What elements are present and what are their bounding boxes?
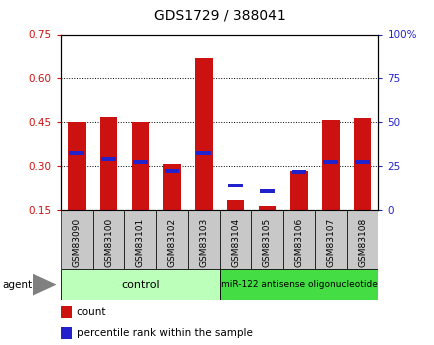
Bar xyxy=(196,151,211,155)
Text: GSM83106: GSM83106 xyxy=(294,217,303,267)
Bar xyxy=(61,210,92,269)
Bar xyxy=(219,269,378,300)
Bar xyxy=(69,151,84,155)
Text: percentile rank within the sample: percentile rank within the sample xyxy=(77,328,252,338)
Text: GSM83104: GSM83104 xyxy=(230,217,240,267)
Bar xyxy=(219,210,251,269)
Text: agent: agent xyxy=(2,280,32,289)
Text: GSM83101: GSM83101 xyxy=(135,217,145,267)
Bar xyxy=(354,160,369,164)
Bar xyxy=(346,210,378,269)
Bar xyxy=(353,118,371,210)
Bar xyxy=(61,269,219,300)
Text: count: count xyxy=(77,307,106,317)
Text: GSM83090: GSM83090 xyxy=(72,217,81,267)
Bar xyxy=(251,210,283,269)
Bar xyxy=(283,210,314,269)
Text: miR-122 antisense oligonucleotide: miR-122 antisense oligonucleotide xyxy=(220,280,377,289)
Bar xyxy=(124,210,156,269)
Text: GDS1729 / 388041: GDS1729 / 388041 xyxy=(154,8,285,22)
Text: GSM83102: GSM83102 xyxy=(167,217,176,267)
Bar xyxy=(194,58,212,210)
Bar xyxy=(164,169,179,173)
Bar xyxy=(259,189,274,193)
Bar xyxy=(132,160,148,164)
Bar xyxy=(314,210,346,269)
Bar xyxy=(291,170,306,174)
Polygon shape xyxy=(33,274,56,296)
Bar xyxy=(92,210,124,269)
Bar xyxy=(99,117,117,210)
Bar xyxy=(322,160,338,164)
Text: GSM83107: GSM83107 xyxy=(326,217,335,267)
Bar xyxy=(163,164,181,210)
Bar xyxy=(227,184,243,187)
Bar xyxy=(258,206,276,210)
Bar xyxy=(156,210,187,269)
Bar xyxy=(68,122,85,210)
Bar xyxy=(226,200,244,210)
Text: GSM83108: GSM83108 xyxy=(357,217,366,267)
Bar xyxy=(321,119,339,210)
Bar xyxy=(187,210,219,269)
Bar xyxy=(131,122,149,210)
Text: GSM83105: GSM83105 xyxy=(262,217,271,267)
Text: GSM83103: GSM83103 xyxy=(199,217,208,267)
Bar xyxy=(61,327,72,339)
Bar xyxy=(289,171,307,210)
Text: control: control xyxy=(121,280,159,289)
Bar xyxy=(101,157,116,161)
Bar xyxy=(61,306,72,318)
Text: GSM83100: GSM83100 xyxy=(104,217,113,267)
